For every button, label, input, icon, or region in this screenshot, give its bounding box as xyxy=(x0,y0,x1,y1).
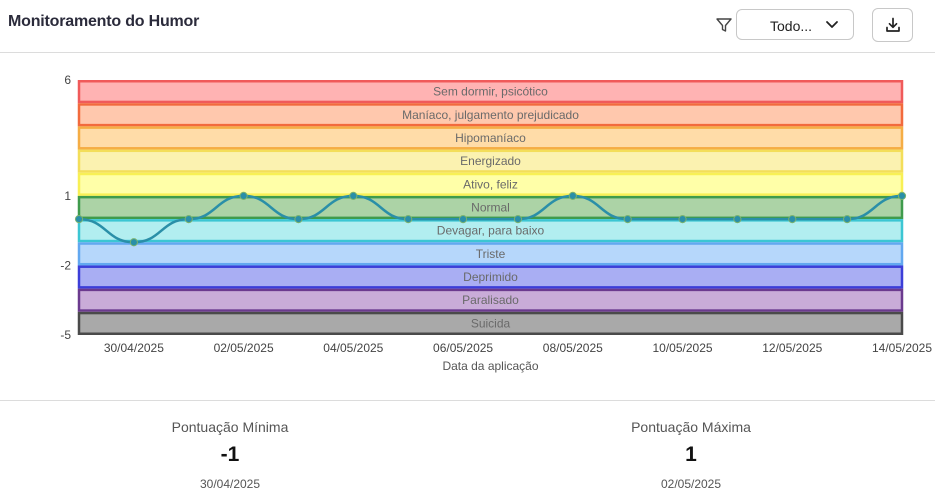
band-4 xyxy=(77,172,904,196)
data-point xyxy=(294,214,303,224)
x-tick-label: 30/04/2025 xyxy=(104,341,164,355)
data-point xyxy=(239,191,248,201)
band-9 xyxy=(77,288,904,312)
period-select-value: Todo... xyxy=(770,18,813,34)
header: Monitoramento do Humor Todo... xyxy=(0,0,935,53)
period-select[interactable]: Todo... xyxy=(736,9,854,40)
data-point xyxy=(788,214,797,224)
data-point xyxy=(513,214,523,224)
band-3 xyxy=(77,149,904,173)
band-2 xyxy=(77,126,904,150)
x-tick-label: 06/05/2025 xyxy=(433,341,493,355)
band-8 xyxy=(77,265,904,289)
max-score-value: 1 xyxy=(685,443,697,466)
min-score-label: Pontuação Mínima xyxy=(171,419,289,435)
band-label: Energizado xyxy=(460,154,521,168)
data-point xyxy=(74,214,84,224)
filter-icon[interactable] xyxy=(714,15,734,35)
band-1 xyxy=(77,103,904,127)
band-label: Suicida xyxy=(471,316,511,330)
min-score-date: 30/04/2025 xyxy=(199,477,261,491)
x-tick-label: 12/05/2025 xyxy=(762,341,822,355)
data-point xyxy=(843,214,852,224)
data-point xyxy=(568,191,577,201)
band-label: Normal xyxy=(471,201,510,215)
download-button[interactable] xyxy=(872,8,913,42)
band-label: Deprimido xyxy=(463,270,518,284)
x-axis-label: Data da aplicação xyxy=(442,359,538,373)
x-tick-label: 10/05/2025 xyxy=(653,341,713,355)
mood-chart: Sem dormir, psicótico Maníaco, julgamento… xyxy=(60,73,932,373)
min-score-card: Pontuação Mínima -1 30/04/2025 xyxy=(80,419,380,491)
data-point xyxy=(733,214,742,224)
band-label: Paralisado xyxy=(462,293,519,307)
x-tick-label: 04/05/2025 xyxy=(323,341,383,355)
data-point xyxy=(678,214,687,224)
band-label: Hipomaníaco xyxy=(455,131,526,145)
band-label: Triste xyxy=(476,247,506,261)
band-label: Ativo, feliz xyxy=(463,177,518,191)
y-tick-label: 6 xyxy=(64,73,71,87)
data-point xyxy=(129,238,138,247)
page-title: Monitoramento do Humor xyxy=(8,13,200,30)
y-tick-label: -2 xyxy=(60,258,71,272)
data-point xyxy=(349,191,358,201)
max-score-date: 02/05/2025 xyxy=(660,477,722,491)
x-tick-label: 08/05/2025 xyxy=(543,341,603,355)
band-0 xyxy=(77,80,904,104)
band-7 xyxy=(77,242,904,266)
min-score-value: -1 xyxy=(220,443,240,466)
y-tick-label: 1 xyxy=(64,189,71,203)
chevron-down-icon xyxy=(826,21,838,28)
band-label: Maníaco, julgamento prejudicado xyxy=(402,108,579,122)
x-tick-label: 14/05/2025 xyxy=(872,341,932,355)
data-point xyxy=(897,191,907,201)
data-point xyxy=(623,214,632,224)
band-10 xyxy=(77,311,904,335)
download-icon xyxy=(886,17,900,32)
x-tick-label: 02/05/2025 xyxy=(214,341,274,355)
series-line xyxy=(78,194,903,244)
data-point xyxy=(458,214,468,224)
stats-panel: Pontuação Mínima -1 30/04/2025 Pontuação… xyxy=(0,400,935,491)
band-label: Sem dormir, psicótico xyxy=(433,85,548,99)
data-point xyxy=(404,214,413,224)
data-point xyxy=(184,214,193,224)
band-label: Devagar, para baixo xyxy=(437,224,545,238)
max-score-card: Pontuação Máxima 1 02/05/2025 xyxy=(541,419,841,491)
y-tick-label: -5 xyxy=(60,328,71,342)
max-score-label: Pontuação Máxima xyxy=(631,419,751,435)
